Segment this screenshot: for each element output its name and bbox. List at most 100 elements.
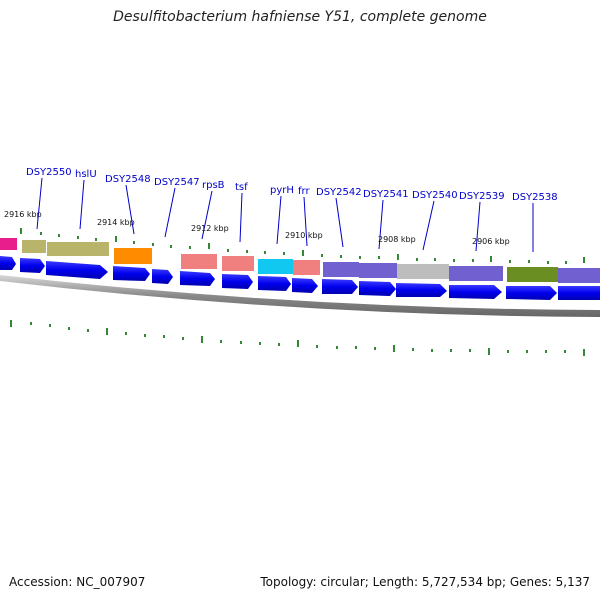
tick-mark — [30, 322, 32, 325]
gene-label[interactable]: DSY2548 — [105, 174, 151, 185]
annotation-block — [558, 268, 600, 283]
tick-mark — [77, 236, 79, 239]
gene-arrow — [359, 281, 396, 296]
tick-mark — [58, 234, 60, 237]
tick-mark — [106, 328, 108, 335]
tick-mark — [163, 335, 165, 338]
tick-mark — [490, 256, 492, 262]
tick-mark — [170, 245, 172, 248]
annotation-block — [114, 248, 152, 264]
tick-mark — [115, 236, 117, 242]
annotation-block — [293, 260, 320, 275]
gene-label[interactable]: DSY2539 — [459, 191, 505, 202]
annotation-block — [222, 256, 254, 271]
tick-mark — [397, 254, 399, 260]
tick-mark — [528, 260, 530, 263]
annotation-block — [507, 267, 558, 282]
tick-mark — [359, 256, 361, 259]
accession-footer: Accession: NC_007907 — [9, 575, 146, 589]
gene-label[interactable]: rpsB — [202, 180, 225, 191]
annotation-block — [359, 263, 397, 278]
tick-mark — [509, 260, 511, 263]
tick-mark — [412, 348, 414, 351]
tick-mark — [189, 246, 191, 249]
gene-label[interactable]: DSY2547 — [154, 177, 200, 188]
topology-footer: Topology: circular; Length: 5,727,534 bp… — [260, 575, 590, 589]
callout-line — [164, 187, 176, 238]
tick-mark — [564, 350, 566, 353]
tick-mark — [340, 255, 342, 258]
annotation-block — [323, 262, 359, 277]
tick-mark — [450, 349, 452, 352]
callout-line — [79, 179, 85, 230]
gene-label[interactable]: tsf — [235, 182, 248, 193]
tick-mark — [278, 343, 280, 346]
gene-arrow — [0, 256, 16, 270]
tick-mark — [297, 340, 299, 347]
tick-mark — [316, 345, 318, 348]
tick-mark — [20, 228, 22, 234]
tick-mark — [321, 254, 323, 257]
gene-arrow — [506, 286, 557, 300]
gene-arrow — [292, 278, 318, 293]
gene-arrow — [396, 283, 447, 297]
annotation-block — [449, 266, 503, 281]
annotation-block — [47, 242, 109, 256]
callout-line — [378, 199, 384, 250]
genome-backbone — [0, 275, 600, 317]
tick-mark — [434, 258, 436, 261]
gene-label[interactable]: DSY2542 — [316, 187, 362, 198]
gene-arrow — [449, 285, 502, 299]
tick-mark — [246, 250, 248, 253]
tick-mark — [10, 320, 12, 327]
gene-label[interactable]: hslU — [75, 169, 97, 180]
tick-mark — [220, 340, 222, 343]
callout-line — [36, 177, 43, 230]
tick-mark — [565, 261, 567, 264]
tick-mark — [469, 349, 471, 352]
gene-arrow — [322, 279, 358, 294]
tick-mark — [583, 349, 585, 356]
tick-mark — [336, 346, 338, 349]
gene-arrow — [20, 258, 45, 273]
gene-arrow-track — [0, 256, 600, 300]
gene-arrow — [113, 266, 150, 281]
tick-mark — [125, 332, 127, 335]
tick-mark — [49, 324, 51, 327]
gene-arrow — [46, 261, 108, 279]
kbp-label: 2912 kbp — [191, 224, 229, 233]
annotation-block — [397, 264, 449, 279]
tick-mark — [182, 337, 184, 340]
outer-tick-track — [20, 228, 585, 264]
tick-mark — [431, 349, 433, 352]
tick-mark — [227, 249, 229, 252]
tick-mark — [545, 350, 547, 353]
gene-label[interactable]: DSY2540 — [412, 190, 458, 201]
tick-mark — [453, 259, 455, 262]
gene-label[interactable]: DSY2541 — [363, 189, 409, 200]
annotation-track — [0, 238, 600, 283]
annotation-block — [0, 238, 17, 250]
tick-mark — [264, 251, 266, 254]
tick-mark — [283, 252, 285, 255]
gene-label[interactable]: DSY2550 — [26, 167, 72, 178]
gene-label[interactable]: DSY2538 — [512, 192, 558, 203]
gene-label[interactable]: pyrH — [270, 185, 294, 196]
callout-line — [475, 201, 481, 252]
tick-mark — [416, 258, 418, 261]
gene-arrow — [152, 269, 173, 284]
callout-line — [276, 195, 282, 245]
kbp-label: 2908 kbp — [378, 235, 416, 244]
tick-mark — [507, 350, 509, 353]
kbp-label: 2916 kbp — [4, 210, 42, 219]
gene-arrow — [222, 274, 253, 289]
callout-line — [201, 190, 213, 240]
callout-line — [239, 192, 243, 243]
tick-mark — [526, 350, 528, 353]
callout-line — [303, 196, 308, 247]
gene-label[interactable]: frr — [298, 186, 310, 197]
tick-mark — [488, 348, 490, 355]
callout-line — [125, 184, 135, 235]
tick-mark — [547, 261, 549, 264]
